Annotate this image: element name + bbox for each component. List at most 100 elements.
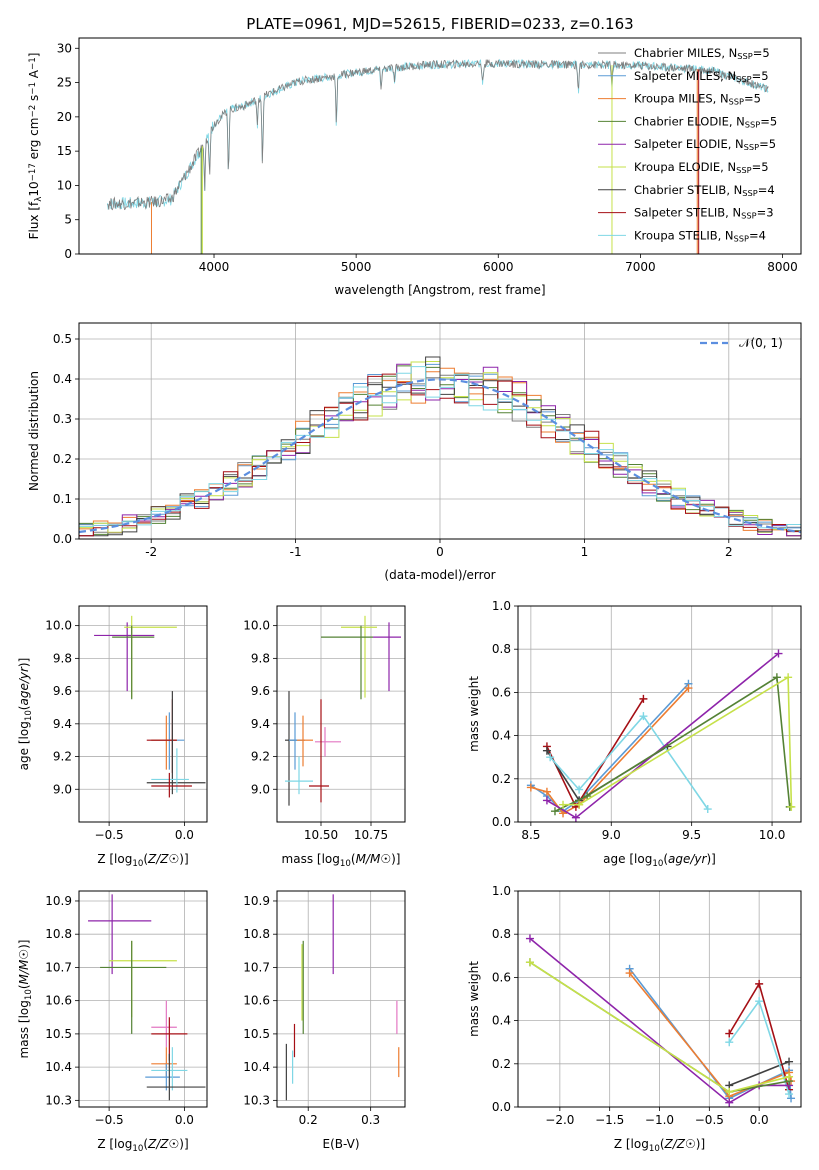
weight-marker [639,712,648,721]
x-tick-label: 5000 [341,260,372,274]
y-tick-label: 10.6 [45,994,72,1008]
label-part: Z/Z☉ [147,852,179,866]
weight-marker [525,934,534,943]
weight-series-kroupa-stelib [725,997,794,1099]
weight-marker [774,649,783,658]
error-bar-point [146,1053,206,1101]
label-part: )] [17,940,31,949]
weight-marker [725,1029,734,1038]
plot-area-weight-age [526,649,796,822]
error-bar-point [151,1017,188,1061]
axes-frame-residuals: -2 -1 0 1 2 0.0 0.1 0.2 0.3 0.4 0.5 (data-model)/er… [27,322,802,582]
weight-line [530,687,689,815]
label-part: Z/Z☉ [664,1137,696,1151]
weight-marker [784,673,793,682]
error-bar-point [151,1047,177,1078]
error-bar-point [373,622,401,692]
axes-frame-ebv-mass: 0.2 0.3 10.3 10.4 10.5 10.6 10.7 10.8 10.9 E(B-V) [243,890,406,1151]
axes-spine [78,890,208,1108]
x-axis-label: age [log10(age/yr)] [603,852,716,869]
x-tick-label: −0.5 [95,828,124,842]
error-bar-point [151,712,185,770]
y-tick-label: 9.8 [251,651,270,665]
y-axis-label: mass weight [467,961,481,1037]
y-tick-label: 0.0 [492,815,511,829]
label-part: E(B-V) [322,1137,359,1151]
plot-area-z-mass [88,894,206,1101]
axes-spine [276,605,406,823]
weight-marker [525,958,534,967]
label-part: Salpeter MILES, N [634,69,736,83]
weight-marker [755,979,764,988]
hist-step-kroupa-stelib [79,366,801,529]
label-part: SSP [741,211,756,221]
y-tick-label: 20 [57,110,72,124]
x-tick-label: 0.0 [175,828,194,842]
label-part: Kroupa STELIB, N [634,228,734,242]
weight-marker [625,969,634,978]
weight-series-chabrier-elodie [550,673,794,816]
gaussian-curve [79,378,801,534]
label-part: SSP [737,51,752,61]
legend-label: Chabrier STELIB, NSSP=4 [634,183,775,198]
legend-label: 𝒩(0, 1) [739,336,783,350]
x-tick-label: 8000 [767,260,798,274]
panel-mass-age: 10.50 10.75 9.0 9.2 9.4 9.6 9.8 10.0 mass [log10… [243,605,406,869]
x-axis-label: wavelength [Angstrom, rest frame] [334,283,545,297]
label-part: −1 [28,82,38,95]
panel-z-age: −0.5 0.09.09.29.49.69.810.0Z [log10(Z/Z☉)… [17,605,208,869]
panel-spectrum: 4000 5000 6000 7000 8000 0 5 10 15 20 25 30 waveleng… [27,37,802,297]
y-tick-label: 0.8 [492,927,511,941]
weight-series-kroupa-elodie [559,673,796,811]
x-axis-label: Z [log10(Z/Z☉)] [97,852,188,869]
label-part: (data-model)/error [384,568,495,582]
y-tick-label: 10.5 [243,1027,270,1041]
weight-series-chabrier-stelib [542,742,672,805]
y-tick-label: 10.8 [45,927,72,941]
y-tick-label: 9.8 [53,651,72,665]
error-bar-point [151,1000,177,1048]
label-part: SSP [734,234,749,244]
y-tick-label: 10 [57,178,72,192]
label-part: age [log [603,852,652,866]
y-tick-label: 0.6 [492,685,511,699]
label-part: 10 [132,1144,143,1154]
label-part: 10 [132,859,143,869]
label-part: M/M☉ [17,949,31,985]
label-part: =4 [758,183,775,197]
label-part: =5 [760,114,777,128]
weight-marker [785,1090,794,1099]
label-part: SSP [736,165,751,175]
weight-series-kroupa-stelib [546,712,712,814]
x-tick-label: 8.5 [521,828,540,842]
legend-label: Salpeter STELIB, NSSP=3 [634,206,774,221]
label-part: wavelength [Angstrom, rest frame] [334,283,545,297]
x-axis-label: mass [log10(M/M☉)] [282,852,401,869]
weight-marker [772,673,781,682]
legend-label: Chabrier MILES, NSSP=5 [634,46,770,61]
y-tick-label: 10.4 [45,1060,72,1074]
weight-marker [571,813,580,822]
weight-marker [583,792,592,801]
y-tick-label: 0.4 [492,729,511,743]
y-tick-label: 10.0 [243,619,270,633]
y-tick-label: 1.0 [492,884,511,898]
y-tick-label: 0.2 [53,452,72,466]
x-axis-label: Z [log10(Z/Z☉)] [614,1137,705,1154]
panel-ebv-mass: 0.2 0.3 10.3 10.4 10.5 10.6 10.7 10.8 10.9 E(B-V) [243,890,406,1151]
weight-line [549,714,709,810]
axes-frame-mass-age: 10.50 10.75 9.0 9.2 9.4 9.6 9.8 10.0 mass [log10… [243,605,406,869]
error-bar-point [146,691,206,795]
label-part: ( [17,984,31,989]
label-part: )] [706,852,715,866]
weight-marker [755,997,764,1006]
x-tick-label: −0.5 [695,1113,724,1127]
label-part: 10 [652,859,663,869]
y-tick-label: 0.1 [53,492,72,506]
legend-label: Salpeter MILES, NSSP=5 [634,69,769,84]
x-tick-label: 9.0 [602,828,621,842]
label-part: Chabrier ELODIE, N [634,114,745,128]
label-part: )] [696,1137,705,1151]
weight-marker [575,800,584,809]
